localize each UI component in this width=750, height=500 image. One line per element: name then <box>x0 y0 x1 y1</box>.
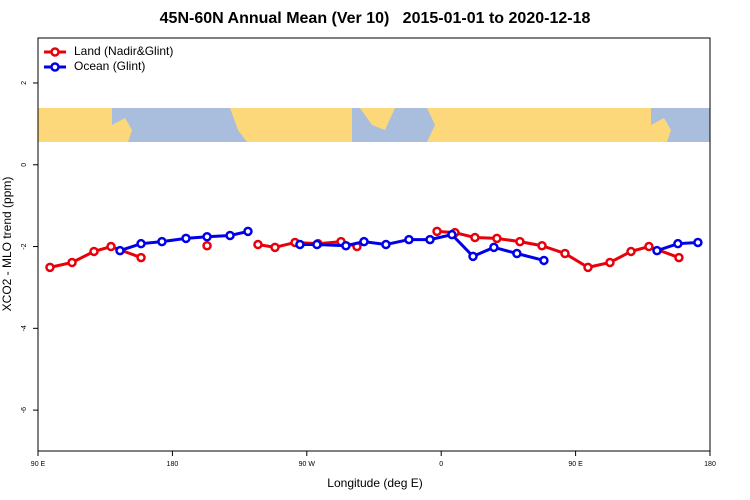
data-point <box>470 232 480 243</box>
x-axis-label: Longitude (deg E) <box>327 476 422 490</box>
data-point <box>673 238 683 249</box>
data-point <box>243 226 253 237</box>
data-point <box>341 240 351 251</box>
plot-frame <box>37 37 711 452</box>
legend-marker <box>50 47 60 57</box>
data-point <box>136 252 146 263</box>
data-point <box>359 236 369 247</box>
series-line <box>49 229 680 269</box>
map-strip <box>38 108 710 142</box>
legend-marker <box>50 62 60 72</box>
data-point <box>136 238 146 249</box>
data-point <box>447 229 457 240</box>
data-point <box>270 242 280 253</box>
y-tick-label: -4 <box>21 325 28 331</box>
data-point <box>468 251 478 262</box>
data-point <box>157 236 167 247</box>
legend-label: Ocean (Glint) <box>74 59 145 73</box>
data-point <box>225 230 235 241</box>
data-point <box>295 239 305 250</box>
data-point <box>253 239 263 250</box>
y-tick-label: -6 <box>21 407 28 413</box>
y-tick-label: -2 <box>21 243 28 249</box>
x-tick-label: 90 W <box>299 461 316 468</box>
data-point <box>432 226 442 237</box>
data-point <box>489 242 499 253</box>
data-point <box>605 257 615 268</box>
data-point <box>202 240 212 251</box>
data-point <box>693 237 703 248</box>
data-point <box>404 234 414 245</box>
data-point <box>492 233 502 244</box>
legend-label: Land (Nadir&Glint) <box>74 44 173 58</box>
y-tick-label: 0 <box>21 163 28 167</box>
data-point <box>381 239 391 250</box>
data-point <box>312 239 322 250</box>
data-point <box>652 245 662 256</box>
data-point <box>45 262 55 273</box>
data-point <box>626 246 636 257</box>
data-point <box>425 234 435 245</box>
data-point <box>67 257 77 268</box>
data-point <box>512 248 522 259</box>
data-point <box>89 246 99 257</box>
x-tick-label: 180 <box>167 461 179 468</box>
data-point <box>515 236 525 247</box>
y-tick-label: 2 <box>21 81 28 85</box>
y-axis-label: XCO2 - MLO trend (ppm) <box>0 177 14 312</box>
data-point <box>583 262 593 273</box>
x-tick-label: 90 E <box>31 461 46 468</box>
data-point <box>560 248 570 259</box>
x-tick-label: 180 <box>704 461 716 468</box>
data-point <box>202 231 212 242</box>
data-point <box>537 240 547 251</box>
data-point <box>539 255 549 266</box>
data-point <box>115 245 125 256</box>
data-point <box>674 252 684 263</box>
chart-title: 45N-60N Annual Mean (Ver 10) 2015-01-01 … <box>160 10 591 27</box>
data-point <box>181 233 191 244</box>
data-point <box>644 241 654 252</box>
x-tick-label: 0 <box>439 461 443 468</box>
data-point <box>106 241 116 252</box>
x-tick-label: 90 E <box>568 461 583 468</box>
